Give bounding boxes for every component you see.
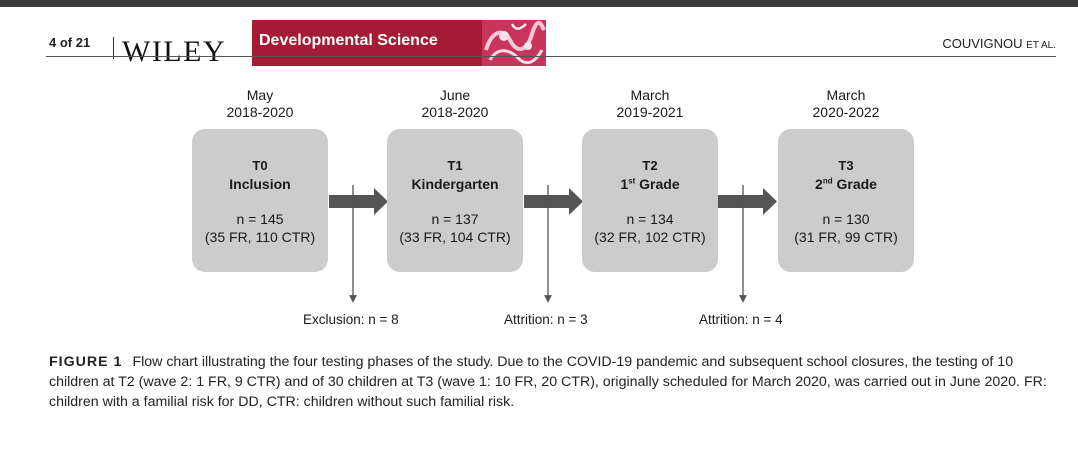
phase-arrow-3 <box>718 188 777 215</box>
grade-word: Grade <box>832 176 877 192</box>
phase-arrow-2 <box>524 188 583 215</box>
phase-date-t3: March 2020-2022 <box>766 87 926 121</box>
exclusion-label: Exclusion: n = 8 <box>303 312 399 327</box>
phase-month: March <box>630 87 670 103</box>
phase-label: Inclusion <box>229 176 291 192</box>
caption-text: Flow chart illustrating the four testing… <box>49 354 1047 410</box>
header-divider <box>113 37 114 59</box>
phase-years: 2019-2021 <box>616 104 684 120</box>
phase-date-t2: March 2019-2021 <box>570 87 730 121</box>
ordinal-suffix: st <box>628 176 636 186</box>
grade-word: Grade <box>635 176 680 192</box>
grade-number: 2 <box>815 176 823 192</box>
phase-id: T0 <box>252 158 268 173</box>
phase-box-t2: T2 1st Grade n = 134 (32 FR, 102 CTR) <box>582 129 718 272</box>
page-number: 4 of 21 <box>49 35 91 50</box>
phase-box-t3: T3 2nd Grade n = 130 (31 FR, 99 CTR) <box>778 129 914 272</box>
phase-years: 2018-2020 <box>226 104 294 120</box>
phase-split: (32 FR, 102 CTR) <box>594 229 706 245</box>
phase-n: n = 134 <box>626 211 674 227</box>
phase-n: n = 145 <box>236 211 284 227</box>
header-rule <box>46 56 1056 57</box>
phase-label: Kindergarten <box>411 176 499 192</box>
phase-arrow-1 <box>329 188 388 215</box>
phase-n: n = 137 <box>431 211 479 227</box>
figure-caption: FIGURE 1 Flow chart illustrating the four… <box>49 352 1049 412</box>
journal-ornament-icon <box>482 20 546 66</box>
author-suffix: ET AL. <box>1026 40 1056 51</box>
phase-years: 2020-2022 <box>812 104 880 120</box>
phase-month: May <box>246 87 274 103</box>
phase-month: March <box>826 87 866 103</box>
ordinal-suffix: nd <box>822 176 833 186</box>
phase-id: T3 <box>838 158 854 173</box>
figure-label: FIGURE 1 <box>49 354 123 370</box>
author-name: COUVIGNOU <box>942 36 1023 51</box>
phase-box-t1: T1 Kindergarten n = 137 (33 FR, 104 CTR) <box>387 129 523 272</box>
top-bar <box>0 0 1078 7</box>
journal-name: Developmental Science <box>259 32 438 49</box>
publisher-logo: WILEY <box>122 35 227 68</box>
running-author: COUVIGNOU ET AL. <box>942 36 1056 51</box>
journal-banner: Developmental Science <box>252 20 546 66</box>
phase-split: (35 FR, 110 CTR) <box>204 229 316 245</box>
phase-box-t0: T0 Inclusion n = 145 (35 FR, 110 CTR) <box>192 129 328 272</box>
phase-split: (33 FR, 104 CTR) <box>399 229 511 245</box>
attrition-label-1: Attrition: n = 3 <box>504 312 588 327</box>
phase-id: T1 <box>447 158 463 173</box>
grade-number: 1 <box>620 176 629 192</box>
phase-date-t0: May 2018-2020 <box>180 87 340 121</box>
phase-month: June <box>439 87 471 103</box>
phase-label: 2nd Grade <box>778 176 914 192</box>
phase-n: n = 130 <box>822 211 870 227</box>
attrition-label-2: Attrition: n = 4 <box>699 312 783 327</box>
phase-years: 2018-2020 <box>421 104 489 120</box>
phase-label: 1st Grade <box>582 176 718 192</box>
phase-split: (31 FR, 99 CTR) <box>794 229 898 245</box>
phase-date-t1: June 2018-2020 <box>375 87 535 121</box>
phase-id: T2 <box>642 158 658 173</box>
